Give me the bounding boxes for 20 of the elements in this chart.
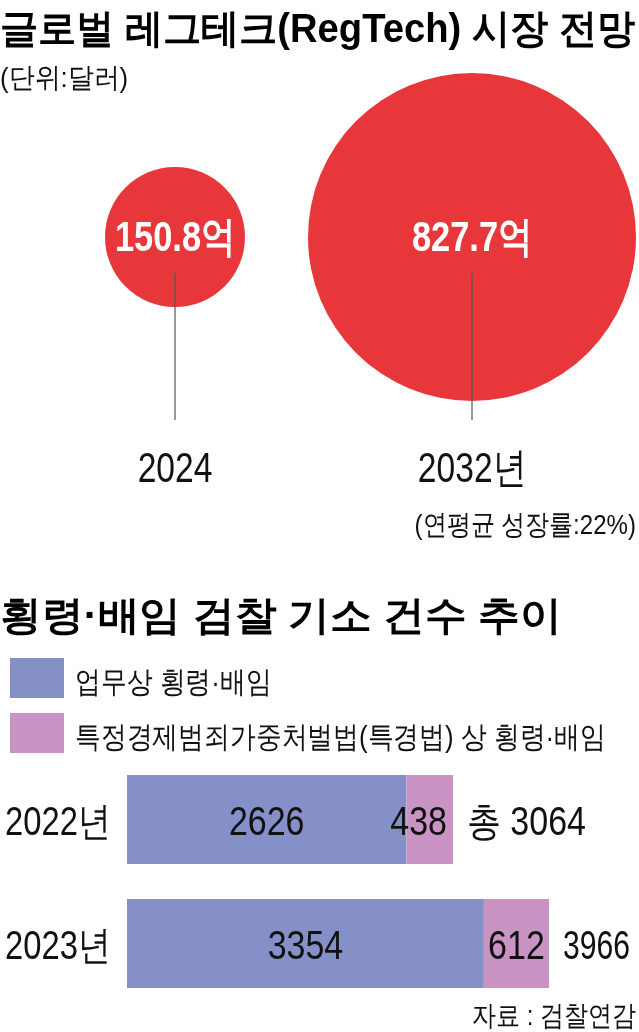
total-label: 총 3064 — [467, 797, 586, 844]
y-tick-label: 2022년 — [5, 798, 112, 844]
data-label: 3354 — [267, 921, 344, 968]
bar — [127, 899, 484, 988]
text: (연평균 성장률:22%) — [414, 508, 636, 541]
annotation: 자료 : 검찰연감 — [472, 999, 636, 1032]
data-label: 612 — [488, 921, 545, 968]
legend-label: 업무상 횡령·배임 — [75, 665, 272, 699]
y-tick-label: 2023년 — [5, 922, 112, 968]
legend-label: 특정경제범죄가중처벌법(특경법) 상 횡령·배임 — [75, 720, 606, 754]
total-label: 3966 — [563, 922, 630, 968]
data-label: 150.8억 — [114, 212, 236, 260]
text: (단위:달러) — [0, 62, 129, 94]
data-label: 438 — [390, 797, 448, 844]
category-label: 2032년 — [417, 444, 527, 491]
category-label: 2024 — [137, 444, 213, 491]
chart-title: 횡령·배임 검찰 기소 건수 추이 — [0, 592, 563, 638]
text: 글로벌 레그테크(RegTech) 시장 전망 — [0, 6, 635, 51]
data-label: 2626 — [228, 797, 305, 844]
data-label: 827.7억 — [411, 212, 533, 260]
